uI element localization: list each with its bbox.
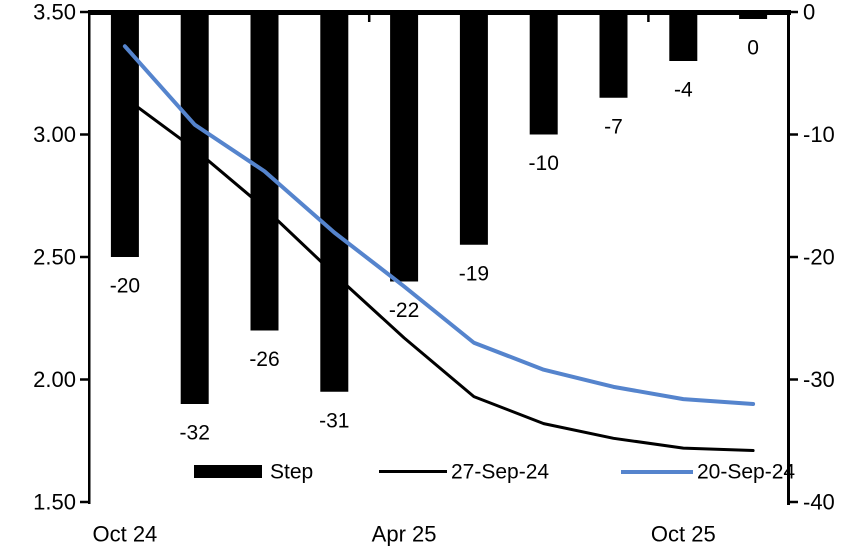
top-axis-line — [88, 10, 791, 15]
bar-value-label: -20 — [110, 275, 140, 298]
right-axis-tick-label: -30 — [803, 367, 835, 392]
right-axis-tick — [790, 255, 798, 259]
right-axis-tick-label: -10 — [803, 122, 835, 147]
bar-step-9 — [739, 12, 768, 19]
bar-value-label: -7 — [604, 115, 623, 138]
left-axis-tick — [80, 133, 88, 136]
bar-value-label: -10 — [529, 152, 559, 175]
top-axis-tick — [647, 12, 650, 22]
bar-step-3 — [320, 12, 349, 392]
bar-step-8 — [669, 12, 698, 61]
bar-value-label: -32 — [180, 422, 210, 445]
legend-swatch-27-sep-24 — [379, 470, 447, 473]
bar-value-label: -19 — [459, 262, 489, 285]
right-axis-line — [787, 10, 790, 505]
bar-value-label: -4 — [674, 79, 693, 102]
x-axis-label: Oct 25 — [651, 522, 716, 547]
legend-swatch-step — [194, 465, 262, 478]
bar-value-label: -26 — [249, 348, 279, 371]
right-axis-tick — [790, 10, 798, 14]
right-axis-tick-label: -40 — [803, 490, 835, 515]
right-axis-tick-label: -20 — [803, 245, 835, 270]
legend-label-step: Step — [270, 461, 313, 484]
left-axis-tick — [80, 378, 88, 381]
legend-label-20-sep-24: 20-Sep-24 — [697, 461, 795, 484]
line-27-sep-24 — [123, 96, 755, 453]
right-axis-tick — [790, 133, 798, 136]
left-axis-tick — [80, 255, 88, 259]
bar-step-6 — [529, 12, 558, 135]
left-axis-line — [88, 10, 91, 504]
left-axis-tick-label: 3.00 — [33, 122, 76, 147]
bar-step-7 — [599, 12, 628, 98]
left-axis-tick-label: 3.50 — [33, 0, 76, 25]
left-axis-tick-label: 2.50 — [33, 245, 76, 270]
left-axis-tick — [80, 10, 88, 14]
bar-value-label: -31 — [319, 409, 349, 432]
top-axis-tick — [367, 12, 371, 22]
right-axis-tick — [790, 500, 798, 504]
left-axis-tick-label: 2.00 — [33, 367, 76, 392]
left-axis-tick-label: 1.50 — [33, 490, 76, 515]
legend-label-27-sep-24: 27-Sep-24 — [451, 461, 549, 484]
bar-value-label: -22 — [389, 299, 419, 322]
bar-step-1 — [180, 12, 209, 404]
bar-value-label: 0 — [747, 37, 759, 60]
right-axis-tick-label: 0 — [803, 0, 815, 25]
bar-step-0 — [110, 12, 139, 257]
bar-step-5 — [459, 12, 488, 245]
bar-step-4 — [390, 12, 419, 282]
legend-swatch-20-sep-24 — [621, 470, 693, 474]
x-axis-label: Apr 25 — [372, 522, 437, 547]
line-20-sep-24 — [122, 44, 756, 406]
left-axis-tick — [80, 500, 88, 504]
right-axis-tick — [790, 378, 798, 381]
x-axis-label: Oct 24 — [92, 522, 157, 547]
